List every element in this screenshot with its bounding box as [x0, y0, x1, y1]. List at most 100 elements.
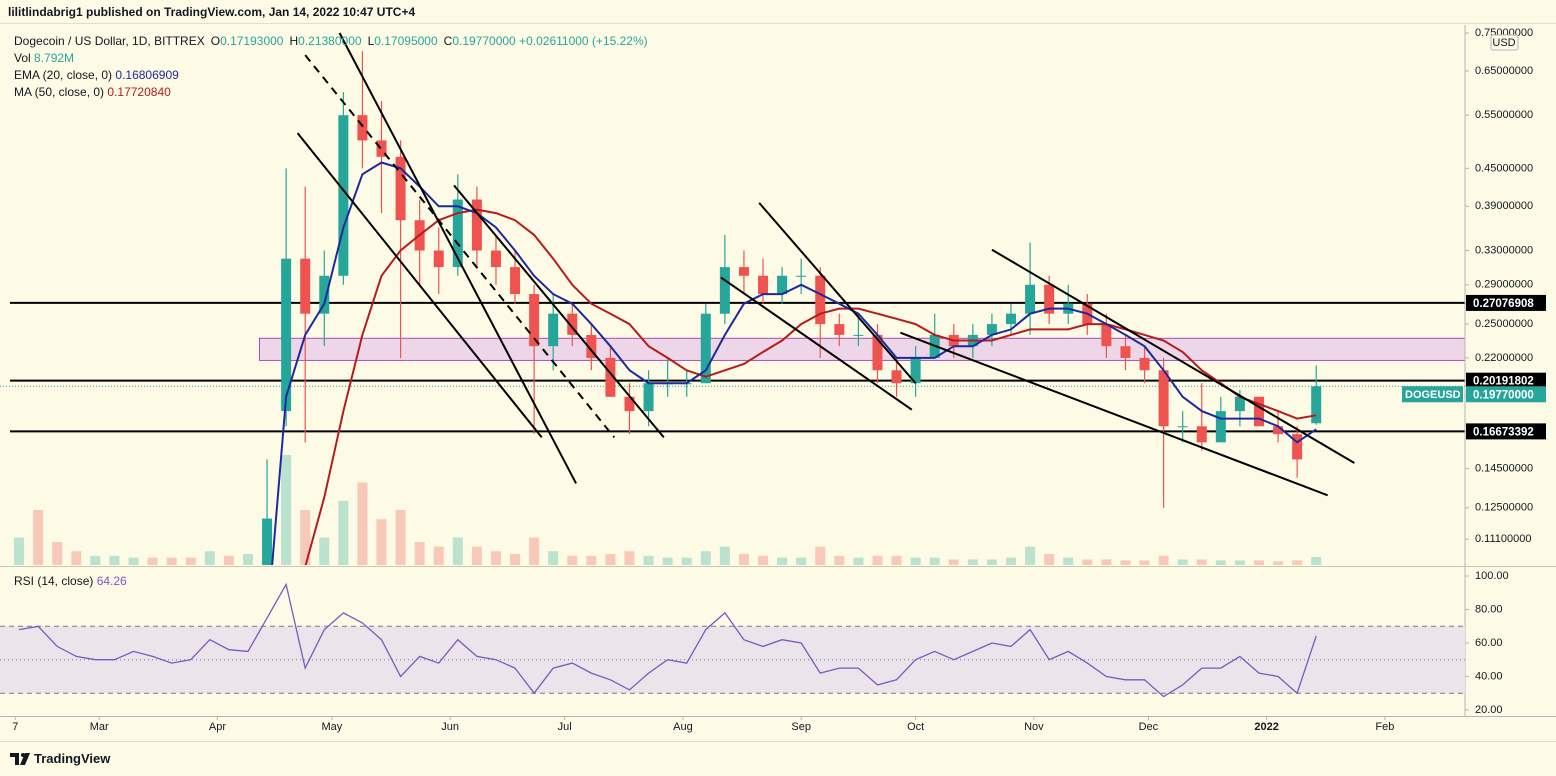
volume-bar — [452, 537, 463, 565]
rsi-value: 64.26 — [96, 574, 127, 588]
volume-bar — [376, 519, 387, 565]
candle-body — [224, 694, 234, 712]
volume-bar — [147, 557, 158, 565]
candle-body — [815, 275, 826, 325]
candle-body — [872, 334, 883, 371]
last-price-label: 0.19770000 — [1473, 389, 1534, 401]
legend-row: MA (50, close, 0) 0.17720840 — [14, 84, 648, 101]
trendline — [453, 184, 665, 439]
brand: TradingView — [34, 751, 111, 766]
last-price-box — [1466, 386, 1546, 403]
candle-body — [853, 334, 864, 336]
volume-bar — [14, 537, 25, 565]
candle-body — [376, 140, 387, 157]
candle-body — [719, 267, 730, 314]
currency-box — [1490, 34, 1519, 51]
candle-body — [910, 357, 921, 384]
volume-bar — [624, 551, 635, 565]
volume-name: Vol — [14, 51, 31, 65]
candle-body — [834, 324, 845, 335]
y-tick-label: 0.65000000 — [1475, 65, 1533, 77]
volume-bar — [109, 555, 120, 565]
volume-bar — [71, 551, 82, 565]
volume-bar — [1139, 560, 1150, 565]
volume-bar — [1311, 556, 1322, 565]
y-tick-label: 80.00 — [1475, 603, 1503, 615]
candle-body — [1177, 426, 1188, 428]
volume-bar — [1253, 560, 1264, 565]
candle-body — [186, 725, 196, 735]
price-label-box — [1466, 372, 1546, 389]
y-tick-label: 0.22000000 — [1475, 352, 1533, 364]
volume-bar — [1101, 559, 1112, 565]
volume-bar — [414, 542, 425, 565]
volume-bar — [166, 557, 177, 565]
x-tick-label: Dec — [1139, 721, 1159, 733]
candle-body — [1158, 370, 1169, 427]
y-tick-label: 0.33000000 — [1475, 244, 1533, 256]
candle-body — [1025, 284, 1036, 314]
x-tick-label: Sep — [791, 721, 811, 733]
volume-bar — [281, 455, 292, 565]
y-tick-label: 0.14500000 — [1475, 462, 1533, 474]
volume-bar — [52, 542, 63, 565]
y-tick-label: 0.55000000 — [1475, 109, 1533, 121]
volume-bar — [929, 557, 940, 565]
volume-bar — [490, 551, 501, 565]
y-tick-label: 0.11100000 — [1475, 533, 1531, 545]
candle-body — [548, 313, 559, 347]
volume-bar — [662, 557, 673, 565]
candle-body — [338, 115, 349, 276]
x-tick-label: Apr — [209, 721, 226, 733]
volume-bar — [1082, 559, 1093, 565]
price-label: 0.27076908 — [1473, 298, 1534, 310]
trendline — [338, 32, 577, 484]
legend-name: EMA (20, close, 0) — [14, 68, 113, 82]
ohlc-key: O — [210, 34, 221, 48]
change: +0.02611000 (+15.22%) — [519, 34, 648, 48]
candle-body — [1006, 313, 1017, 325]
x-tick-label: 2022 — [1254, 721, 1278, 733]
candle-body — [1196, 426, 1207, 443]
candle-body — [796, 275, 807, 277]
volume-bar — [357, 482, 368, 565]
candle-body — [471, 199, 482, 251]
candle-body — [1273, 426, 1284, 435]
x-tick-label: Nov — [1024, 721, 1044, 733]
candle-body — [395, 156, 406, 221]
volume-bar — [796, 557, 807, 565]
volume-bar — [395, 510, 406, 565]
x-tick-label: Aug — [673, 721, 693, 733]
ohlc: O0.17193000 H0.21380000 L0.17095000 C0.1977… — [205, 34, 516, 48]
ohlc-value: 0.17193000 — [220, 34, 284, 48]
ohlc-value: 0.17095000 — [374, 34, 438, 48]
candle-body — [1101, 324, 1112, 347]
candle-body — [433, 250, 444, 268]
x-tick-label: Oct — [907, 721, 924, 733]
x-tick-label: May — [322, 721, 343, 733]
legend-row: Vol 8.792M — [14, 50, 648, 67]
volume-bar — [33, 510, 44, 565]
volume-bar — [586, 555, 597, 565]
candle-body — [777, 275, 788, 295]
symbol-box — [1402, 386, 1463, 403]
trendline — [304, 54, 616, 439]
trendline — [720, 276, 913, 411]
symbol-label: DOGEUSD — [1405, 389, 1461, 401]
price-label: 0.16673392 — [1473, 426, 1534, 438]
x-tick-label: 7 — [12, 721, 18, 733]
candle-body — [1311, 386, 1322, 424]
y-tick-label: 20.00 — [1475, 704, 1503, 716]
trendline — [296, 132, 543, 439]
volume-bar — [815, 546, 826, 565]
y-tick-label: 0.29000000 — [1475, 279, 1533, 291]
volume-bar — [567, 555, 578, 565]
volume-bar — [529, 537, 540, 565]
rsi-title: RSI (14, close) — [14, 574, 94, 588]
candle-body — [319, 275, 330, 314]
volume-bar — [834, 555, 845, 565]
candle-body — [643, 383, 654, 412]
candle-body — [129, 711, 139, 720]
ohlc-key: C — [443, 34, 453, 48]
